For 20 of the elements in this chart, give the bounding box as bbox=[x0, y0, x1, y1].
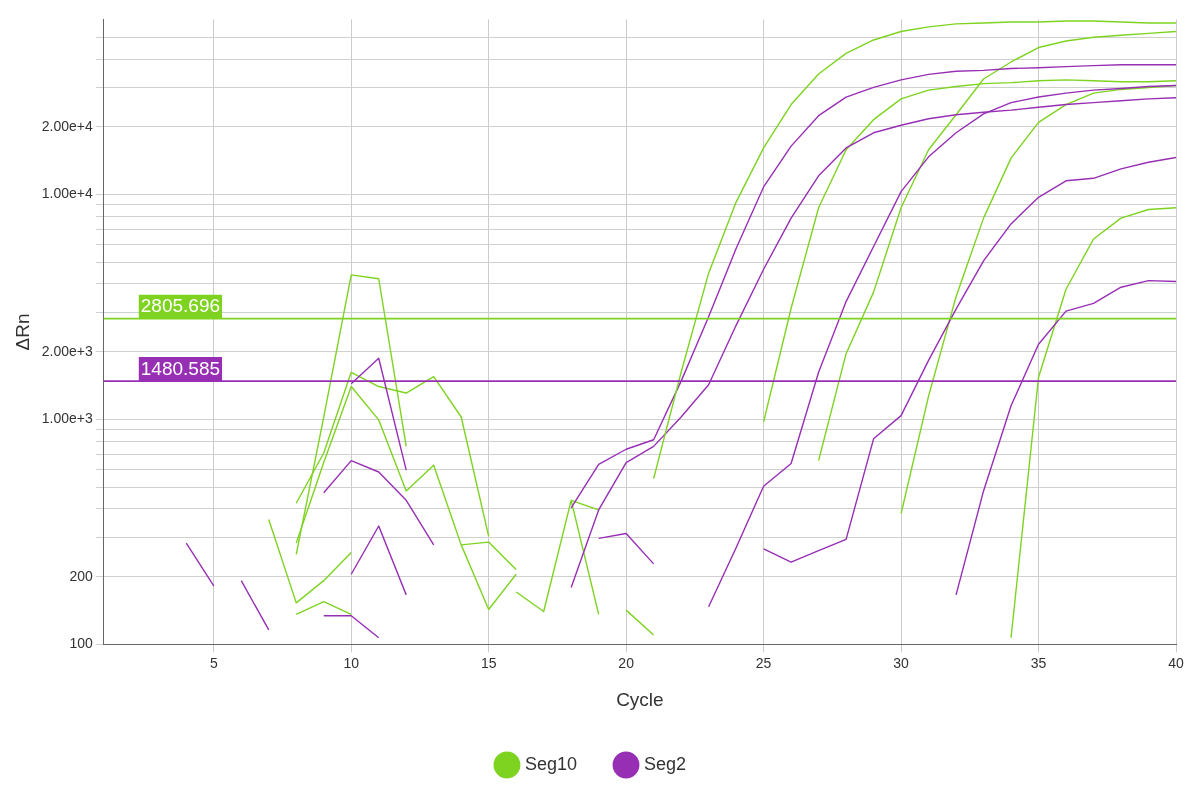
x-tick-label: 35 bbox=[1030, 654, 1047, 671]
x-tick-label: 25 bbox=[755, 654, 772, 671]
ref-line-label: 1480.585 bbox=[140, 357, 221, 379]
x-tick-label: 15 bbox=[480, 654, 497, 671]
x-tick-label: 30 bbox=[893, 654, 910, 671]
legend-label: Seg2 bbox=[644, 753, 687, 774]
y-axis-title: ΔRn bbox=[11, 313, 33, 351]
ref-line-label: 2805.696 bbox=[140, 295, 221, 317]
y-tick-label: 1.00e+4 bbox=[41, 185, 94, 202]
y-tick-label: 2.00e+4 bbox=[41, 117, 94, 134]
y-tick-label: 200 bbox=[69, 567, 94, 584]
y-tick-label: 2.00e+3 bbox=[41, 342, 94, 359]
y-tick-label: 1.00e+3 bbox=[41, 410, 94, 427]
x-tick-label: 40 bbox=[1168, 654, 1184, 671]
y-tick-label: 100 bbox=[69, 635, 94, 652]
x-axis-title: Cycle bbox=[616, 688, 664, 710]
x-tick-label: 5 bbox=[209, 654, 218, 671]
x-tick-label: 10 bbox=[343, 654, 360, 671]
x-tick-label: 20 bbox=[618, 654, 635, 671]
legend-label: Seg10 bbox=[524, 753, 578, 774]
